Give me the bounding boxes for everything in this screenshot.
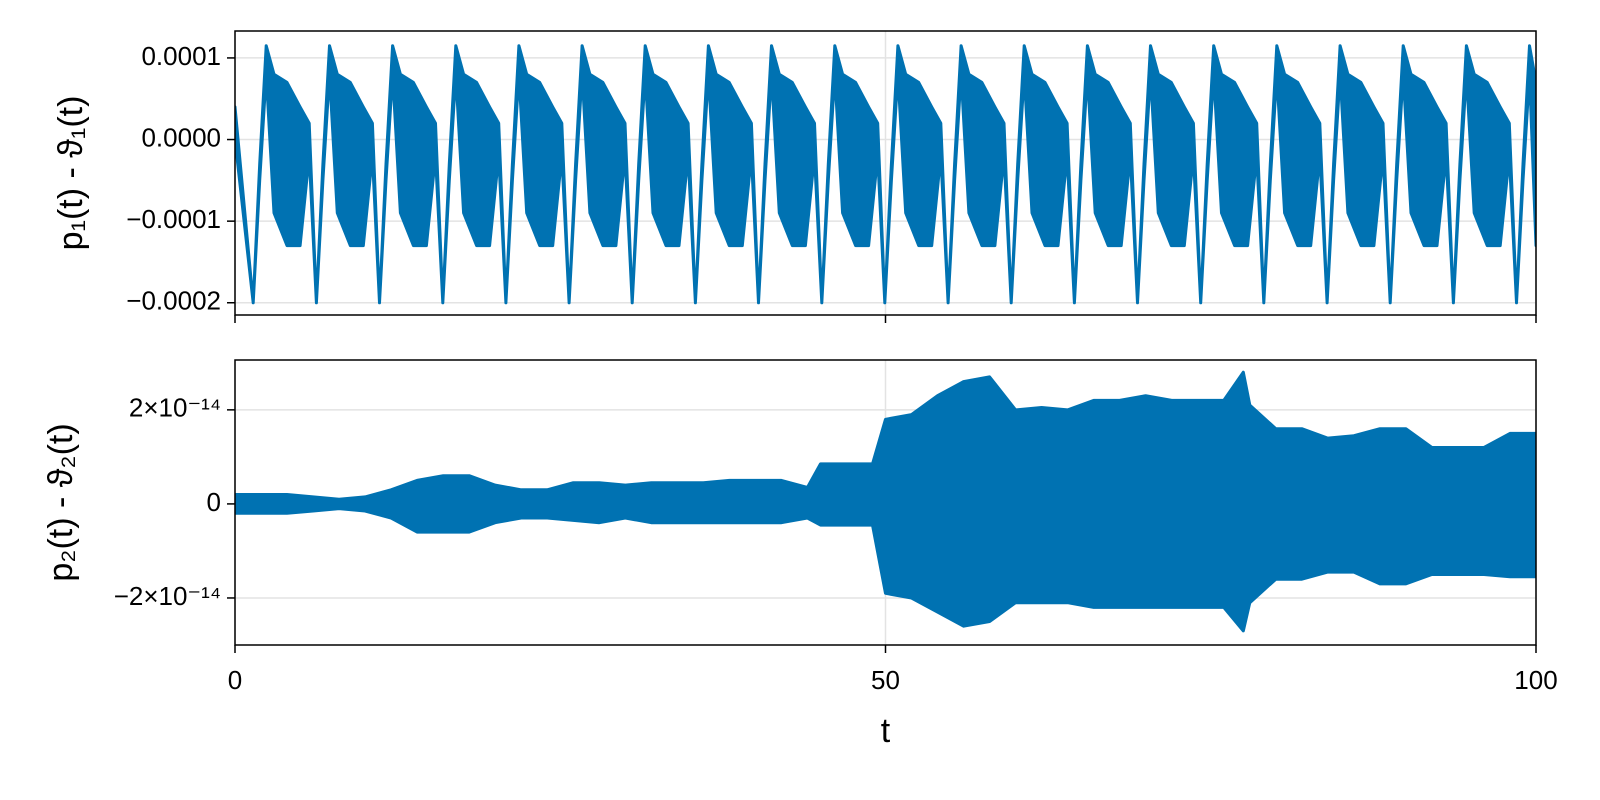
x-tick-label: 0 [228,665,242,695]
signal-band [235,44,1536,305]
x-axis-label: t [881,712,891,750]
x-tick-label: 100 [1514,665,1557,695]
y-axis-label: p₁(t) - ϑ₁(t) [52,96,90,251]
signal-band [235,370,1536,633]
y-axis-label: p₂(t) - ϑ₂(t) [42,423,80,581]
y-tick-label: −0.0001 [126,204,221,234]
y-tick-label: 0 [207,487,221,517]
y-tick-label: 2×10⁻¹⁴ [129,393,221,423]
y-tick-label: −2×10⁻¹⁴ [114,581,221,611]
x-tick-label: 50 [871,665,900,695]
y-tick-label: 0.0000 [141,122,221,152]
y-tick-label: −0.0002 [126,286,221,316]
y-tick-label: 0.0001 [141,41,221,71]
